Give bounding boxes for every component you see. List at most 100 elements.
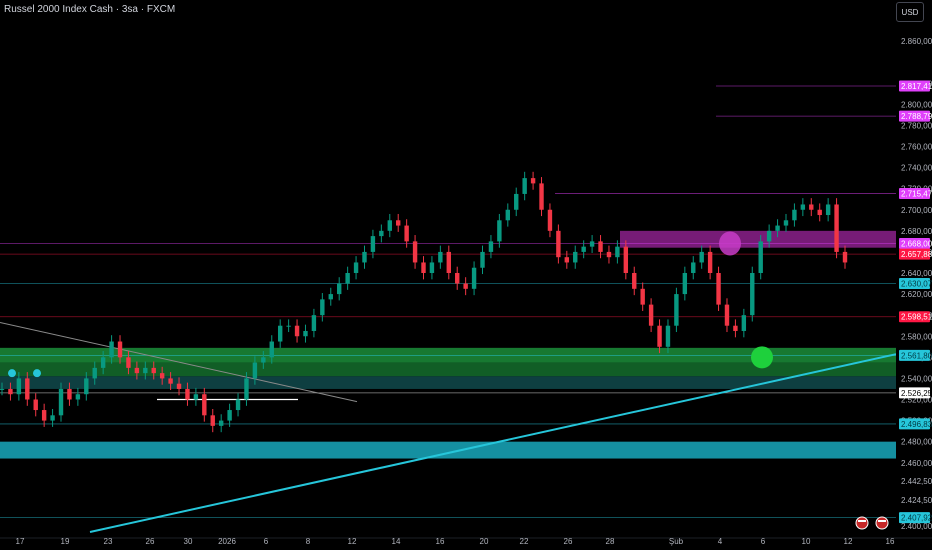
x-tick-label: 20 — [480, 537, 489, 546]
candle-body — [134, 367, 140, 374]
candle-body — [67, 388, 72, 400]
candle-body — [58, 388, 64, 416]
candle-body — [412, 241, 418, 263]
candle-body — [109, 341, 114, 358]
candle-body — [210, 415, 215, 426]
y-tick-label: 2.400,00 — [901, 522, 932, 531]
candle-body — [311, 315, 317, 331]
cyan-dot-marker — [8, 369, 16, 378]
candle-body — [842, 251, 848, 263]
x-tick-label: 17 — [16, 537, 25, 546]
candle-body — [185, 388, 190, 400]
candle-body — [25, 378, 30, 400]
price-label-text: 2.407,92 — [901, 514, 932, 523]
candle-body — [691, 262, 696, 273]
us-flag-icon — [875, 516, 889, 530]
candle-body — [151, 367, 156, 374]
candle-body — [665, 325, 671, 347]
y-tick-label: 2.442,50 — [901, 477, 932, 486]
candle-body — [446, 251, 451, 273]
candle-body — [159, 373, 165, 379]
demand-zone-lower — [0, 362, 896, 377]
x-tick-label: Şub — [669, 537, 684, 546]
y-tick-label: 2.680,00 — [901, 227, 932, 236]
candle-body — [539, 183, 544, 210]
candle-body — [396, 220, 401, 226]
candle-body — [404, 225, 409, 242]
candle-body — [783, 220, 789, 226]
candle-body — [834, 204, 839, 252]
candle-body — [286, 325, 291, 327]
y-tick-label: 2.780,00 — [901, 121, 932, 130]
x-tick-label: 2026 — [218, 537, 236, 546]
candle-body — [825, 204, 831, 216]
candle-body — [682, 273, 688, 295]
candle-body — [320, 299, 325, 316]
candle-body — [193, 394, 199, 400]
price-label-text: 2.817,41 — [901, 82, 932, 91]
candle-body — [741, 315, 747, 331]
candle-body — [387, 220, 392, 231]
candle-body — [623, 246, 629, 273]
price-label-badge — [899, 277, 930, 289]
price-label-badge — [899, 418, 930, 430]
price-label-badge — [899, 187, 930, 199]
candle-body — [766, 230, 772, 242]
x-tick-label: 26 — [564, 537, 573, 546]
candle-body — [126, 357, 131, 368]
candle-body — [75, 394, 81, 400]
price-label-text: 2.715,47 — [901, 189, 932, 198]
down-trendline — [0, 322, 358, 403]
price-axis-panel — [896, 0, 932, 550]
candle-body — [303, 330, 308, 337]
y-tick-label: 2.700,00 — [901, 206, 932, 215]
candle-body — [421, 262, 426, 273]
candle-body — [227, 410, 232, 421]
candle-body — [589, 241, 595, 247]
candle-body — [648, 304, 654, 326]
demand-zone-teal — [0, 376, 896, 389]
candle-body — [598, 241, 603, 252]
price-label-badge — [899, 80, 930, 92]
us-flag-stripe — [858, 520, 866, 522]
y-tick-label: 2.860,00 — [901, 37, 932, 46]
candle-body — [564, 257, 570, 263]
candle-body — [750, 273, 755, 316]
candle-body — [362, 251, 367, 263]
y-tick-label: 2.480,00 — [901, 438, 932, 447]
candle-body — [379, 230, 384, 237]
candle-body — [716, 273, 721, 305]
candle-body — [674, 294, 679, 326]
up-trendline — [89, 353, 897, 533]
chart-title: Russel 2000 Index Cash · 3sa · FXCM — [4, 4, 176, 15]
candle-body — [573, 251, 578, 263]
price-label-badge — [899, 237, 930, 249]
price-label-text: 2.788,79 — [901, 112, 932, 121]
candle-body — [505, 209, 510, 221]
candle-body — [471, 267, 477, 289]
candle-body — [615, 246, 620, 258]
candle-body — [809, 204, 814, 210]
currency-button[interactable]: USD — [896, 2, 924, 22]
cyan-band — [0, 441, 896, 459]
price-label-text: 2.630,07 — [901, 279, 932, 288]
x-tick-label: 6 — [761, 537, 766, 546]
candle-body — [235, 399, 241, 411]
candle-body — [16, 378, 22, 395]
cyan-dot-marker — [33, 369, 41, 378]
candle-body — [699, 251, 704, 263]
y-tick-label: 2.580,00 — [901, 332, 932, 341]
y-tick-label: 2.520,00 — [901, 396, 932, 405]
price-label-badge — [899, 512, 930, 524]
candle-body — [117, 341, 123, 358]
y-tick-label: 2.740,00 — [901, 164, 932, 173]
candle-body — [556, 230, 561, 258]
candle-body — [792, 209, 797, 221]
candle-body — [277, 325, 283, 342]
candle-body — [337, 283, 342, 295]
x-tick-label: 4 — [718, 537, 723, 546]
price-label-text: 2.561,80 — [901, 351, 932, 360]
candle-body — [547, 209, 553, 231]
us-flag-icon — [855, 516, 869, 530]
